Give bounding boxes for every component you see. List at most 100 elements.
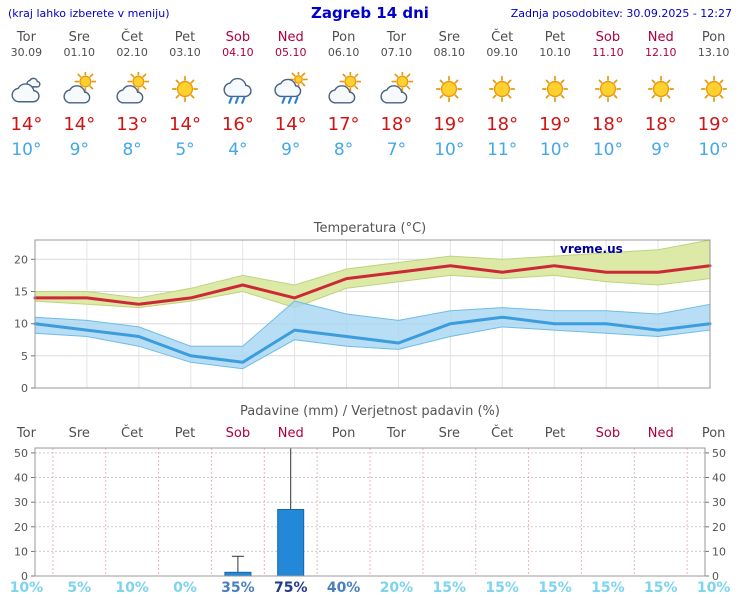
sun-cloud-icon (115, 70, 150, 106)
rain-icon (221, 72, 255, 106)
min-temperature: 11° (487, 140, 518, 160)
precip-probability: 10% (9, 580, 44, 596)
temperature-chart-title: Temperatura (°C) (313, 221, 427, 236)
max-temperature: 13° (116, 114, 149, 135)
svg-text:50: 50 (712, 447, 726, 460)
day-column-11-10[interactable]: Sob 11.10 18° 10° (581, 30, 634, 161)
svg-text:0: 0 (21, 382, 28, 392)
min-temperature: 8° (122, 140, 142, 160)
precip-day-label: Tor (386, 426, 406, 441)
svg-text:vreme.us: vreme.us (560, 242, 623, 256)
min-temperature: 10° (434, 140, 465, 160)
precipitation-chart: 0 0 10 10 20 20 30 30 40 40 50 50 (0, 442, 740, 583)
day-name: Pon (331, 30, 356, 45)
svg-text:10: 10 (712, 545, 726, 558)
precip-day-label: Sob (595, 426, 621, 441)
day-name: Čet (491, 30, 514, 45)
day-date: 05.10 (274, 46, 307, 59)
forecast-days-row: Tor 30.09 14° 10° Sre 01.10 14° 9° Čet 02.10 13° 8°… (0, 30, 740, 161)
svg-text:10: 10 (14, 545, 28, 558)
max-temperature: 14° (169, 114, 201, 135)
day-date: 01.10 (63, 46, 96, 59)
precip-probability: 40% (326, 580, 361, 596)
day-name: Sre (438, 30, 460, 45)
precip-probability-row: 10% 5% 10% 0% 35% 75% 40% 20% 15% 15% 15% 15% 15% 10% (0, 580, 740, 597)
precip-day-label: Čet (491, 426, 514, 441)
day-name: Čet (121, 30, 144, 45)
min-temperature: 10° (698, 140, 729, 160)
precipitation-chart-title: Padavine (mm) / Verjetnost padavin (%) (240, 404, 500, 419)
day-date: 12.10 (644, 46, 677, 59)
precip-probability: 20% (379, 580, 414, 596)
svg-text:15: 15 (14, 286, 28, 299)
min-temperature: 4° (228, 140, 248, 160)
svg-text:5: 5 (21, 350, 28, 363)
sun-cloud-icon (379, 70, 414, 106)
page-title: Zagreb 14 dni (311, 4, 429, 22)
sun-icon (432, 72, 466, 106)
day-date: 06.10 (327, 46, 360, 59)
day-column-08-10[interactable]: Sre 08.10 19° 10° (423, 30, 476, 161)
precip-day-label: Pet (544, 426, 566, 441)
svg-text:30: 30 (712, 496, 726, 509)
sun-cloud-icon (62, 70, 97, 106)
day-name: Sob (225, 30, 251, 45)
day-column-10-10[interactable]: Pet 10.10 19° 10° (529, 30, 582, 161)
precip-probability: 75% (273, 580, 308, 596)
precip-day-label: Sob (225, 426, 251, 441)
temperature-chart: 0 5 10 15 20 vreme.us (0, 236, 740, 395)
day-column-13-10[interactable]: Pon 13.10 19° 10° (687, 30, 740, 161)
day-column-07-10[interactable]: Tor 07.10 18° 7° (370, 30, 423, 161)
min-temperature: 10° (11, 140, 42, 160)
day-name: Sob (595, 30, 621, 45)
day-date: 04.10 (222, 46, 254, 59)
svg-text:50: 50 (14, 447, 28, 460)
max-temperature: 19° (697, 114, 730, 135)
day-column-09-10[interactable]: Čet 09.10 18° 11° (476, 30, 529, 161)
max-temperature: 14° (10, 114, 43, 135)
sun-icon (168, 72, 202, 106)
precip-probability: 35% (221, 580, 255, 596)
min-temperature: 9° (69, 140, 89, 160)
max-temperature: 17° (327, 114, 360, 135)
day-column-01-10[interactable]: Sre 01.10 14° 9° (53, 30, 106, 161)
rain-sun-icon (274, 70, 308, 106)
day-name: Ned (647, 30, 674, 45)
header: (kraj lahko izberete v meniju) Zagreb 14… (0, 0, 740, 26)
precip-probability: 0% (173, 580, 197, 596)
svg-text:40: 40 (14, 472, 28, 485)
precip-probability: 15% (538, 580, 572, 596)
day-column-02-10[interactable]: Čet 02.10 13° 8° (106, 30, 159, 161)
precip-probability: 10% (696, 580, 731, 596)
day-name: Pon (701, 30, 726, 45)
min-temperature: 5° (175, 140, 195, 160)
day-column-12-10[interactable]: Ned 12.10 18° 9° (634, 30, 687, 161)
day-column-03-10[interactable]: Pet 03.10 14° 5° (159, 30, 212, 161)
max-temperature: 18° (486, 114, 519, 135)
min-temperature: 10° (539, 140, 571, 160)
precip-day-label: Pon (331, 426, 356, 441)
day-name: Sre (68, 30, 90, 45)
day-name: Pet (174, 30, 196, 45)
svg-text:10: 10 (14, 318, 28, 331)
min-temperature: 10° (592, 140, 623, 160)
sun-icon (697, 72, 731, 106)
max-temperature: 14° (63, 114, 96, 135)
precip-probability: 15% (591, 580, 625, 596)
precip-probability: 5% (67, 580, 92, 596)
max-temperature: 14° (274, 114, 307, 135)
day-column-30-09[interactable]: Tor 30.09 14° 10° (0, 30, 53, 161)
day-column-04-10[interactable]: Sob 04.10 16° 4° (211, 30, 264, 161)
sun-icon (644, 72, 678, 106)
precip-day-label: Sre (68, 426, 90, 441)
precip-probability: 10% (115, 580, 149, 596)
precip-day-label: Čet (121, 426, 144, 441)
day-column-06-10[interactable]: Pon 06.10 17° 8° (317, 30, 370, 161)
day-column-05-10[interactable]: Ned 05.10 14° 9° (264, 30, 317, 161)
precip-day-labels-row: Tor Sre Čet Pet Sob Ned Pon Tor Sre Čet Pet Sob Ned P… (0, 426, 740, 442)
svg-text:30: 30 (14, 496, 28, 509)
svg-text:40: 40 (712, 472, 726, 485)
day-date: 09.10 (486, 46, 518, 59)
svg-text:20: 20 (14, 521, 28, 534)
min-temperature: 9° (651, 140, 671, 160)
